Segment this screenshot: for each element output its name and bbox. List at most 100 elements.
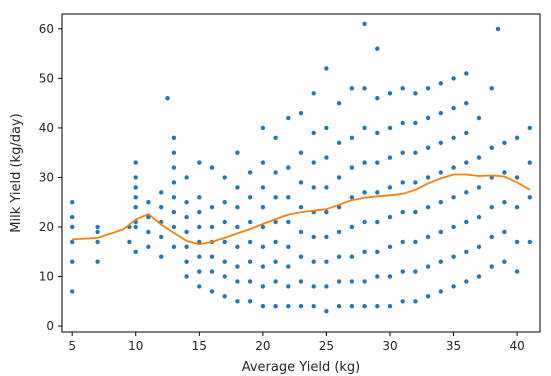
scatter-point (438, 110, 443, 116)
scatter-point (298, 110, 304, 116)
scatter-point (197, 284, 202, 289)
scatter-point (502, 200, 507, 205)
scatter-point (133, 249, 138, 254)
scatter-point (476, 115, 482, 121)
scatter-point (197, 209, 202, 215)
scatter-point (197, 269, 202, 274)
plot-frame (61, 13, 541, 333)
scatter-point (222, 274, 227, 279)
scatter-point (133, 224, 138, 230)
scatter-point (514, 239, 520, 245)
scatter-point (260, 244, 266, 249)
scatter-point (476, 244, 482, 249)
scatter-point (451, 105, 456, 111)
scatter-point (311, 185, 316, 190)
scatter-point (298, 150, 304, 155)
scatter-point (171, 150, 177, 155)
scatter-point (336, 101, 342, 106)
scatter-point (146, 200, 151, 205)
scatter-point (349, 135, 355, 140)
scatter-point (438, 81, 443, 86)
scatter-point (70, 200, 75, 205)
scatter-point (438, 289, 443, 294)
scatter-point (375, 190, 380, 195)
scatter-point (260, 185, 266, 190)
scatter-point (171, 165, 177, 170)
scatter-point (133, 205, 138, 210)
scatter-point (247, 279, 253, 284)
scatter-point (184, 244, 189, 249)
scatter-point (222, 200, 227, 205)
scatter-point (349, 86, 355, 91)
scatter-point (95, 259, 100, 264)
scatter-point (146, 229, 151, 235)
scatter-point (438, 140, 443, 145)
scatter-point (311, 304, 316, 309)
scatter-point (502, 229, 507, 235)
scatter-point (451, 165, 456, 170)
scatter-point (209, 254, 215, 259)
scatter-point (362, 279, 367, 284)
scatter-point (425, 86, 431, 91)
scatter-point (222, 219, 227, 225)
scatter-point (400, 209, 405, 215)
scatter-point (273, 304, 278, 309)
scatter-point (159, 254, 164, 259)
scatter-point (349, 165, 355, 170)
scatter-point (133, 195, 138, 200)
scatter-point (311, 130, 316, 136)
scatter-point (349, 304, 355, 309)
scatter-point (451, 284, 456, 289)
scatter-point (311, 91, 316, 96)
scatter-point (349, 195, 355, 200)
scatter-point (413, 180, 418, 185)
scatter-point (413, 150, 418, 155)
scatter-point (375, 46, 380, 51)
scatter-point (286, 165, 291, 170)
scatter-point (336, 304, 342, 309)
scatter-point (197, 224, 202, 230)
scatter-point (438, 229, 443, 235)
scatter-point (413, 91, 418, 96)
scatter-point (197, 195, 202, 200)
scatter-point (425, 234, 431, 240)
y-axis-label: Milk Yield (kg/day) (9, 113, 24, 232)
scatter-point (387, 244, 393, 249)
scatter-point (362, 21, 367, 27)
scatter-point (159, 205, 164, 210)
scatter-point (273, 135, 278, 140)
scatter-point (375, 160, 380, 165)
scatter-point (349, 224, 355, 230)
scatter-point (425, 294, 431, 299)
scatter-point (425, 115, 431, 121)
y-tick-label: 20 (39, 220, 54, 234)
scatter-point (235, 299, 240, 304)
scatter-point (286, 219, 291, 225)
scatter-point (159, 190, 164, 195)
scatter-point (476, 214, 482, 220)
scatter-point (400, 120, 405, 126)
scatter-point (514, 269, 520, 274)
x-tick-label: 35 (446, 339, 461, 353)
scatter-point (489, 264, 494, 269)
scatter-point (527, 125, 532, 131)
scatter-point (489, 86, 494, 91)
scatter-point (311, 259, 316, 264)
scatter-point (336, 140, 342, 145)
scatter-point (260, 264, 266, 269)
scatter-point (286, 264, 291, 269)
scatter-point (171, 195, 177, 200)
scatter-point (464, 101, 469, 106)
scatter-point (235, 224, 240, 230)
scatter-point (209, 165, 215, 170)
scatter-point (260, 125, 266, 131)
scatter-point (324, 209, 329, 215)
scatter-point (438, 259, 443, 264)
scatter-point (197, 160, 202, 165)
scatter-point (146, 244, 151, 249)
scatter-point (413, 209, 418, 215)
scatter-point (400, 299, 405, 304)
scatter-point (286, 115, 291, 121)
scatter-point (451, 224, 456, 230)
